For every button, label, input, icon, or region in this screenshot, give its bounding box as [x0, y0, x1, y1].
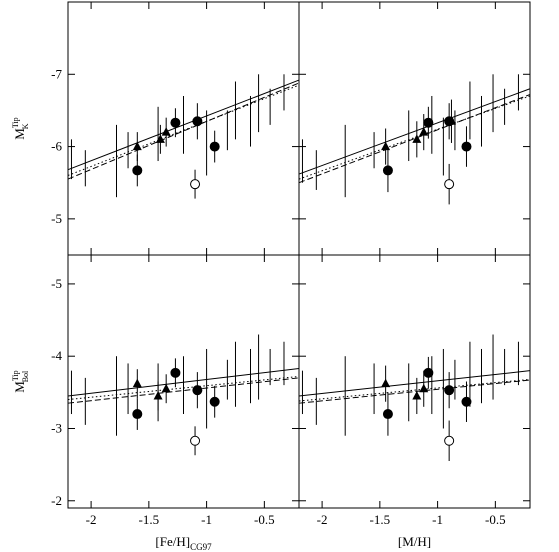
y-axis-label: MTipBol — [11, 370, 30, 393]
y-tick-label: -7 — [51, 66, 62, 81]
x-axis-label-text: [Fe/H] — [155, 534, 190, 549]
fit-line — [298, 94, 531, 184]
y-tick-label: -2 — [51, 493, 62, 508]
triangle-point — [412, 134, 422, 143]
x-tick-label: -1.5 — [370, 512, 391, 527]
filled-point — [132, 165, 143, 176]
x-axis-label: [M/H] — [398, 534, 431, 549]
y-axis-label-sup: Tip — [11, 370, 20, 381]
fit-line — [67, 84, 300, 176]
x-axis-label-text: [M/H] — [398, 534, 431, 549]
y-tick-label: -4 — [51, 348, 62, 363]
y-axis-label: MTipK — [11, 117, 30, 139]
filled-point — [192, 385, 203, 396]
triangle-point — [161, 127, 171, 136]
triangle-point — [153, 390, 163, 400]
triangle-point — [381, 378, 391, 388]
open-point — [444, 435, 455, 446]
panel-frame — [298, 1, 531, 256]
fit-line — [67, 82, 300, 180]
triangle-point — [381, 141, 391, 151]
triangle-point — [419, 383, 429, 393]
fit-line — [298, 88, 531, 175]
filled-point — [209, 141, 220, 152]
filled-point — [170, 367, 181, 378]
y-axis-label-sup: Tip — [11, 117, 20, 128]
plot-area — [298, 334, 531, 462]
triangle-point — [412, 390, 422, 400]
filled-point — [192, 116, 203, 127]
filled-point — [461, 396, 472, 407]
fit-line — [298, 370, 531, 397]
triangle-point — [419, 127, 429, 136]
y-axis-label-sub: Bol — [21, 370, 30, 382]
y-tick-label: -5 — [51, 211, 62, 226]
y-tick-label: -6 — [51, 139, 62, 154]
triangle-point — [132, 378, 142, 388]
plot-area — [67, 334, 300, 456]
fit-line — [298, 379, 531, 404]
x-axis-label-sub: CG97 — [190, 542, 212, 552]
y-axis-label-text: M — [12, 128, 27, 140]
filled-point — [209, 396, 220, 407]
y-tick-label: -5 — [51, 276, 62, 291]
open-point — [190, 179, 201, 190]
filled-point — [170, 117, 181, 128]
filled-point — [132, 409, 143, 420]
x-tick-label: -1 — [201, 512, 212, 527]
filled-point — [461, 141, 472, 152]
triangle-point — [161, 383, 171, 393]
fit-line — [67, 367, 300, 397]
plot-area — [67, 74, 300, 199]
fit-line — [67, 375, 300, 401]
triangle-point — [132, 141, 142, 151]
filled-point — [382, 409, 393, 420]
plot-area — [298, 74, 531, 205]
x-tick-label: -1 — [432, 512, 443, 527]
filled-point — [423, 117, 434, 128]
x-tick-label: -1.5 — [139, 512, 160, 527]
x-tick-label: -0.5 — [254, 512, 275, 527]
filled-point — [444, 385, 455, 396]
fit-line — [67, 79, 300, 171]
x-tick-label: -2 — [86, 512, 97, 527]
open-point — [444, 179, 455, 190]
fit-line — [298, 95, 531, 180]
triangle-point — [446, 116, 456, 125]
y-axis-label-text: M — [12, 381, 27, 393]
y-tick-label: -3 — [51, 420, 62, 435]
y-axis-label-sub: K — [21, 123, 30, 129]
fit-line — [67, 377, 300, 404]
panel-frame — [298, 254, 531, 509]
open-point — [190, 435, 201, 446]
filled-point — [382, 165, 393, 176]
triangle-point — [155, 134, 165, 143]
fit-line — [298, 378, 531, 402]
x-axis-label: [Fe/H]CG97 — [155, 534, 212, 552]
x-tick-label: -2 — [317, 512, 328, 527]
filled-point — [423, 367, 434, 378]
x-tick-label: -0.5 — [485, 512, 506, 527]
